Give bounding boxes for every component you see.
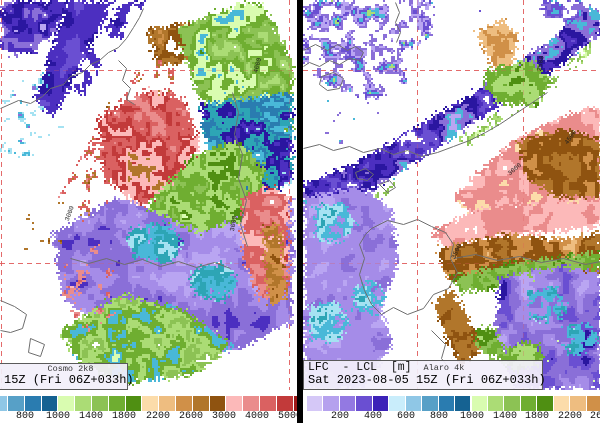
- colorbar-tick-label: 800: [429, 411, 449, 422]
- colorbar-cell: [75, 396, 91, 411]
- colorbar-cell: [504, 396, 520, 411]
- colorbar-cell: [192, 396, 209, 411]
- colorbar-cell: [520, 396, 537, 411]
- colorbar-cell: [293, 396, 297, 411]
- colorbar-tick-label: 4000: [244, 411, 270, 422]
- cosmo-valid-time-label: 15Z (Fri 06Z+033h): [4, 373, 134, 387]
- colorbar-tick-label: 1800: [524, 411, 550, 422]
- colorbar-cell: [487, 396, 504, 411]
- colorbar-cell: [159, 396, 175, 411]
- alaro-valid-time-label: Sat 2023-08-05 15Z (Fri 06Z+033h): [308, 373, 546, 387]
- alaro-info-box: LFC - LCL [m] Alaro 4k Sat 2023-08-05 15…: [303, 360, 546, 390]
- colorbar-cell: [537, 396, 553, 411]
- colorbar-tick-label: 1400: [78, 411, 104, 422]
- colorbar-cell: [339, 396, 356, 411]
- colorbar-cell: [92, 396, 108, 411]
- colorbar-cell: [405, 396, 422, 411]
- alaro-colorbar: 200 400 600 800 1000 1400 1800 2200 2600: [303, 390, 600, 423]
- map-panel-cosmo: Cosmo 2k8 15Z (Fri 06Z+033h) 800 1000 1400…: [0, 0, 297, 423]
- colorbar-cell: [58, 396, 75, 411]
- colorbar-tick-label: 1800: [111, 411, 137, 422]
- colorbar-tick-label: 2200: [145, 411, 171, 422]
- colorbar-cell: [455, 396, 471, 411]
- colorbar-cell: [276, 396, 293, 411]
- colorbar-tick-label: 1000: [45, 411, 71, 422]
- colorbar-tick-label: 2600: [589, 411, 600, 422]
- colorbar-cell: [372, 396, 389, 411]
- colorbar-tick-label: 200: [330, 411, 350, 422]
- colorbar-cell: [41, 396, 58, 411]
- colorbar-tick-label: 2200: [557, 411, 583, 422]
- colorbar-cell: [260, 396, 276, 411]
- colorbar-tick-label: 2600: [178, 411, 204, 422]
- colorbar-cell: [422, 396, 438, 411]
- colorbar-cell: [389, 396, 405, 411]
- colorbar-cell: [570, 396, 586, 411]
- colorbar-cell: [142, 396, 159, 411]
- map-panel-alaro: LFC - LCL [m] Alaro 4k Sat 2023-08-05 15…: [303, 0, 600, 423]
- alaro-map-canvas: [303, 0, 600, 390]
- colorbar-cell: [176, 396, 192, 411]
- cosmo-colorbar: 800 1000 1400 1800 2200 2600 3000 4000 5000: [0, 390, 297, 423]
- colorbar-cell: [24, 396, 41, 411]
- cosmo-map-canvas: [0, 0, 297, 390]
- cosmo-model-label: Cosmo 2k8: [47, 364, 94, 374]
- colorbar-cell: [0, 396, 7, 411]
- cosmo-info-box: Cosmo 2k8 15Z (Fri 06Z+033h): [0, 363, 134, 390]
- colorbar-cell: [553, 396, 570, 411]
- colorbar-cell: [586, 396, 600, 411]
- colorbar-tick-label: 5000: [277, 411, 297, 422]
- colorbar-cell: [323, 396, 339, 411]
- colorbar-cell: [243, 396, 259, 411]
- colorbar-tick-label: 400: [363, 411, 383, 422]
- colorbar-cell: [471, 396, 487, 411]
- colorbar-cell: [125, 396, 142, 411]
- colorbar-cell: [307, 396, 323, 411]
- colorbar-cell: [209, 396, 226, 411]
- colorbar-cell: [226, 396, 243, 411]
- panel-divider: [297, 0, 303, 423]
- colorbar-tick-label: 3000: [211, 411, 237, 422]
- colorbar-tick-label: 800: [15, 411, 35, 422]
- alaro-model-label: Alaro 4k: [423, 363, 465, 373]
- colorbar-tick-label: 1400: [492, 411, 518, 422]
- colorbar-tick-label: 600: [396, 411, 416, 422]
- figure-title: LFC - LCL [m]: [308, 361, 412, 374]
- colorbar-cell: [356, 396, 372, 411]
- colorbar-cell: [108, 396, 125, 411]
- colorbar-cell: [438, 396, 455, 411]
- colorbar-cell: [8, 396, 24, 411]
- colorbar-tick-label: 1000: [459, 411, 485, 422]
